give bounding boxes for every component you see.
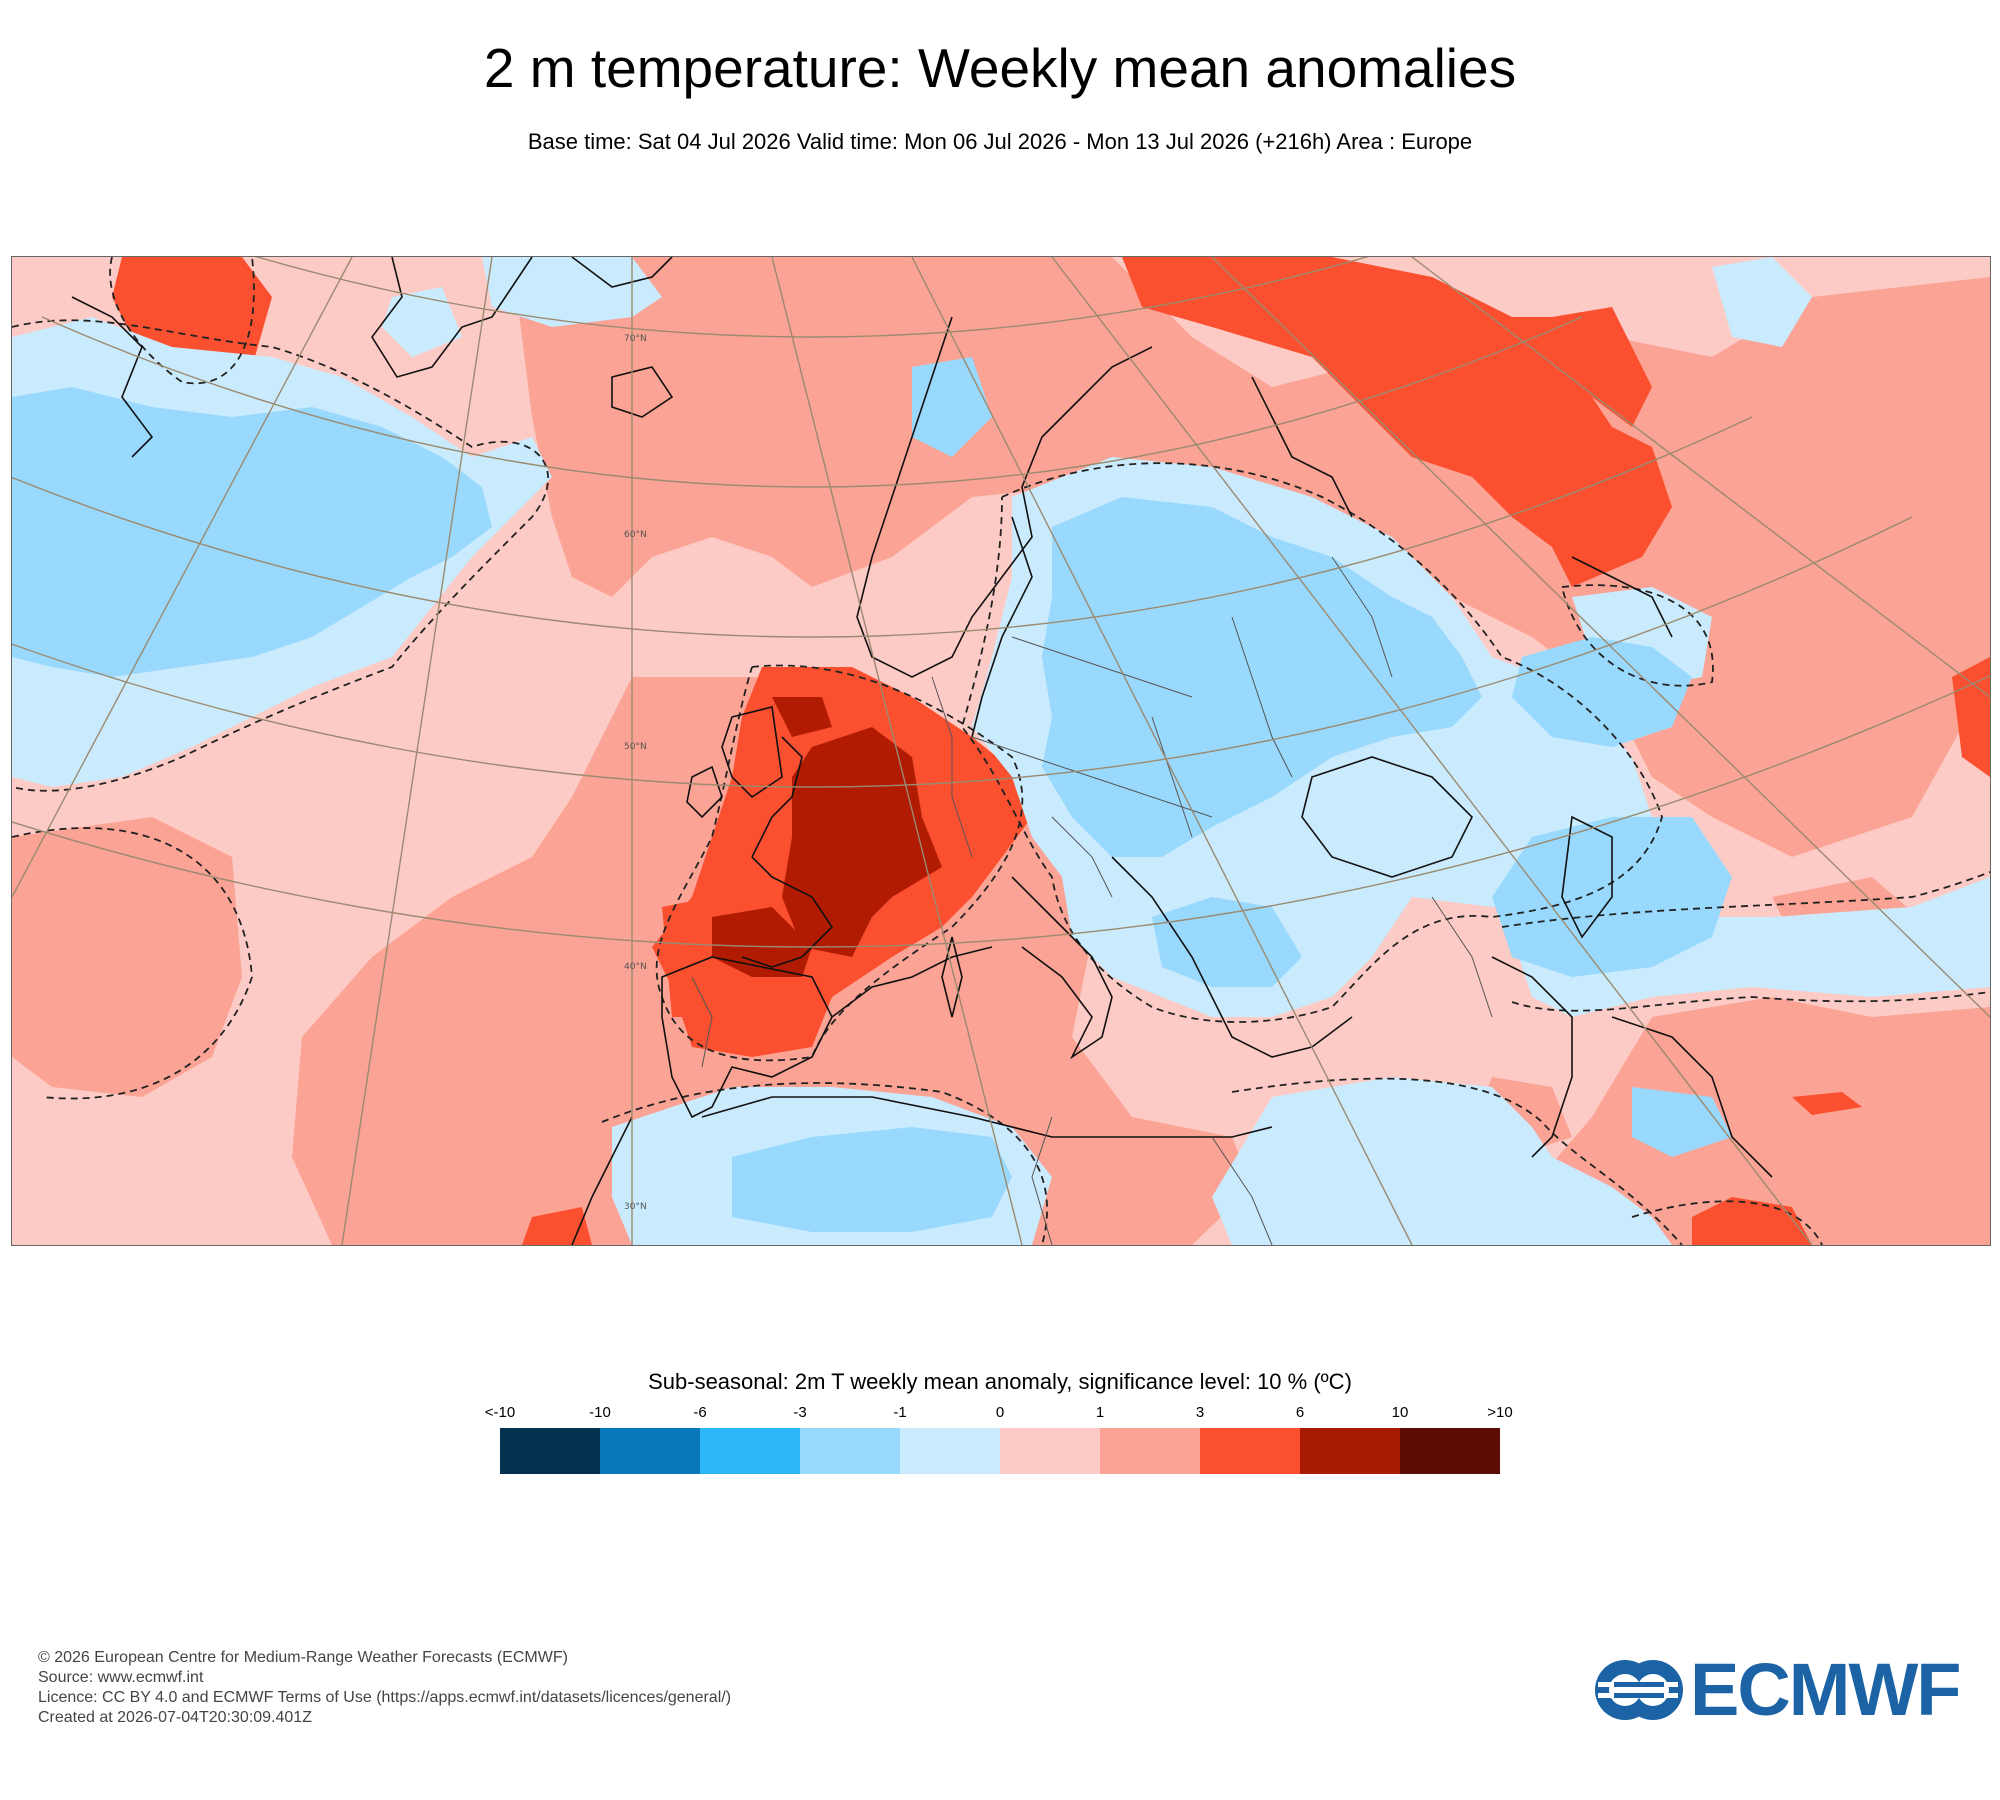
legend-tick: >10 [1487,1404,1513,1421]
lat-label-70n: 70°N [624,334,647,344]
legend-tick: -1 [893,1404,907,1421]
anomaly-region-minus3-to-minus1 [12,357,1732,1232]
legend-tick: -10 [589,1404,611,1421]
legend-swatch [1200,1428,1300,1474]
footer-created: Created at 2026-07-04T20:30:09.401Z [38,1709,312,1726]
legend-swatch [500,1428,600,1474]
anomaly-map-svg: 70°N 60°N 50°N 40°N 30°N [12,257,1990,1245]
legend-tick: -6 [693,1404,707,1421]
footer-source: Source: www.ecmwf.int [38,1669,204,1686]
country-borders [691,556,1493,1245]
footer-licence: Licence: CC BY 4.0 and ECMWF Terms of Us… [38,1689,732,1706]
legend-colorbar [500,1428,1500,1474]
legend-tick: -3 [793,1404,807,1421]
lat-label-60n: 60°N [624,530,647,540]
legend-swatch [1000,1428,1100,1474]
chart-subtitle: Base time: Sat 04 Jul 2026 Valid time: M… [527,129,1473,154]
lat-label-40n: 40°N [624,962,647,972]
chart-title: 2 m temperature: Weekly mean anomalies [483,37,1517,99]
legend-swatch [700,1428,800,1474]
legend-tick: 3 [1195,1404,1205,1421]
legend-tick: 1 [1095,1404,1105,1421]
coastlines [71,257,1773,1245]
legend-swatch [800,1428,900,1474]
legend-tick: 10 [1391,1404,1409,1421]
significance-contours [12,257,1990,1245]
legend-swatch [1300,1428,1400,1474]
ecmwf-logo-text: ECMWF [1690,1648,1961,1731]
lat-label-30n: 30°N [624,1202,647,1212]
ecmwf-logo: ECMWF [1590,1648,1970,1731]
legend-swatch [1400,1428,1500,1474]
legend-swatch [900,1428,1000,1474]
footer: © 2026 European Centre for Medium-Range … [38,1648,731,1728]
anomaly-map: 70°N 60°N 50°N 40°N 30°N [11,256,1991,1246]
ecmwf-logo-mark-icon [1595,1660,1683,1720]
legend-title: Sub-seasonal: 2m T weekly mean anomaly, … [648,1369,1352,1394]
legend-tick: <-10 [484,1404,516,1421]
footer-copyright: © 2026 European Centre for Medium-Range … [38,1649,568,1666]
legend-swatch [1100,1428,1200,1474]
graticule [12,257,1990,1245]
legend-tick: 6 [1295,1404,1305,1421]
lat-label-50n: 50°N [624,742,647,752]
legend-ticks: <-10 -10 -6 -3 -1 0 1 3 6 10 >10 [485,1404,1513,1424]
legend-swatch [600,1428,700,1474]
legend-tick: 0 [995,1404,1005,1421]
